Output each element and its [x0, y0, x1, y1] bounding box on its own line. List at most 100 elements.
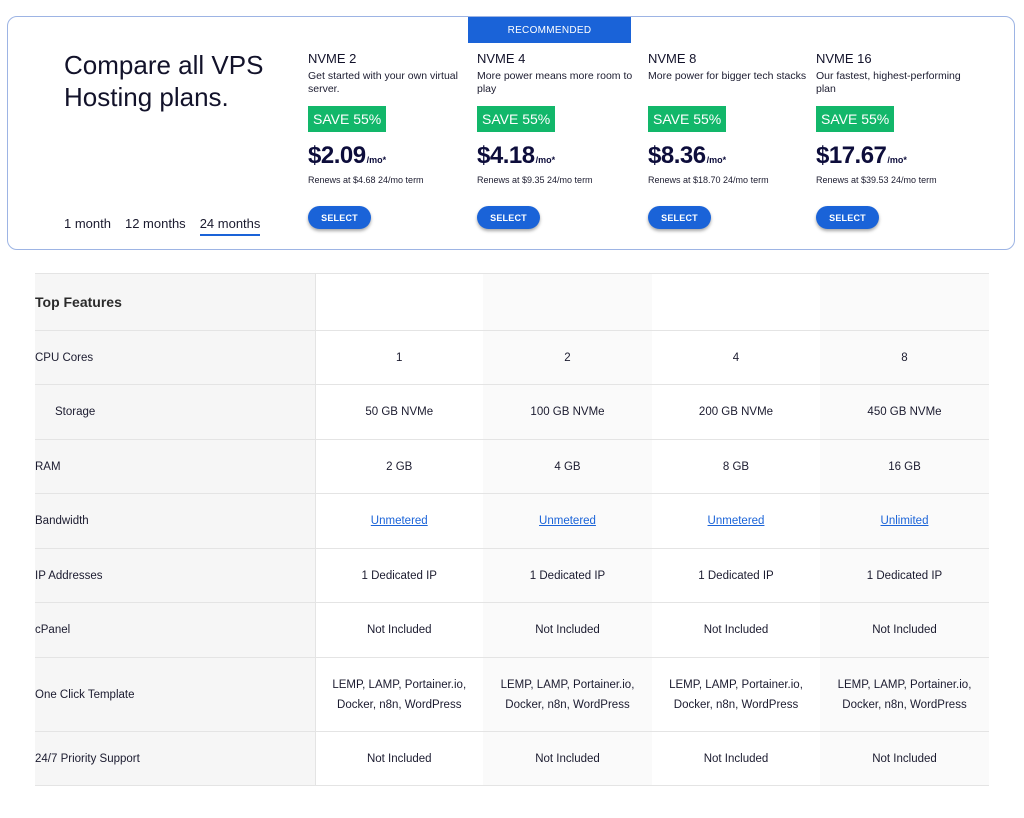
- plan-description: Get started with your own virtual server…: [308, 70, 458, 95]
- table-cell: Not Included: [652, 731, 820, 786]
- table-cell: 1: [314, 330, 483, 385]
- page-title: Compare all VPS Hosting plans.: [64, 50, 264, 112]
- plan-name: NVME 2: [308, 51, 357, 66]
- plan-name: NVME 4: [477, 51, 526, 66]
- table-cell: LEMP, LAMP, Portainer.io, Docker, n8n, W…: [483, 657, 652, 732]
- bandwidth-link[interactable]: Unmetered: [707, 515, 765, 527]
- row-label: IP Addresses: [35, 548, 315, 603]
- table-cell: 1 Dedicated IP: [820, 548, 989, 603]
- table-row: RAM 2 GB 4 GB 8 GB 16 GB: [35, 439, 989, 494]
- table-cell: 1 Dedicated IP: [314, 548, 483, 603]
- table-row: One Click Template LEMP, LAMP, Portainer…: [35, 657, 989, 732]
- table-row: cPanel Not Included Not Included Not Inc…: [35, 602, 989, 658]
- table-row: Storage 50 GB NVMe 100 GB NVMe 200 GB NV…: [35, 384, 989, 440]
- price-suffix: /mo*: [535, 155, 556, 165]
- table-cell: 4 GB: [483, 439, 652, 494]
- renewal-note: Renews at $39.53 24/mo term: [816, 175, 937, 185]
- table-cell: [820, 273, 989, 331]
- term-tabs: 1 month 12 months 24 months: [64, 216, 261, 236]
- tab-12-months[interactable]: 12 months: [124, 216, 186, 231]
- price: $17.67: [816, 142, 887, 169]
- table-cell: [314, 273, 483, 331]
- row-label: RAM: [35, 439, 315, 494]
- plan-nvme-4: NVME 4 More power means more room to pla…: [477, 51, 642, 229]
- save-badge: SAVE 55%: [816, 106, 895, 132]
- tab-24-months[interactable]: 24 months: [199, 216, 261, 236]
- table-cell: [652, 273, 820, 331]
- bandwidth-link[interactable]: Unmetered: [539, 515, 596, 527]
- features-heading: Top Features: [35, 294, 122, 310]
- table-cell: 2 GB: [314, 439, 483, 494]
- table-cell: Unmetered: [652, 493, 820, 549]
- renewal-note: Renews at $4.68 24/mo term: [308, 175, 424, 185]
- plan-description: Our fastest, highest-performing plan: [816, 70, 961, 95]
- row-label: Storage: [35, 384, 315, 440]
- plan-name: NVME 16: [816, 51, 872, 66]
- row-label: 24/7 Priority Support: [35, 731, 315, 786]
- table-cell: Not Included: [314, 602, 483, 658]
- row-label: CPU Cores: [35, 330, 315, 385]
- price-suffix: /mo*: [887, 155, 907, 165]
- table-cell: 1 Dedicated IP: [652, 548, 820, 603]
- table-cell: Not Included: [483, 602, 652, 658]
- select-button[interactable]: SELECT: [477, 206, 540, 229]
- table-cell: 8: [820, 330, 989, 385]
- table-cell: 16 GB: [820, 439, 989, 494]
- table-cell: 4: [652, 330, 820, 385]
- bandwidth-link[interactable]: Unmetered: [370, 515, 428, 527]
- row-label: Bandwidth: [35, 493, 315, 549]
- table-cell: 2: [483, 330, 652, 385]
- row-label: cPanel: [35, 602, 315, 658]
- table-cell: 100 GB NVMe: [483, 384, 652, 440]
- table-cell: Not Included: [483, 731, 652, 786]
- table-cell: Unlimited: [820, 493, 989, 549]
- table-cell: LEMP, LAMP, Portainer.io, Docker, n8n, W…: [652, 657, 820, 732]
- table-cell: Not Included: [820, 602, 989, 658]
- renewal-note: Renews at $18.70 24/mo term: [648, 175, 769, 185]
- price-row: $8.36 /mo*: [648, 142, 813, 170]
- table-cell: Unmetered: [483, 493, 652, 549]
- price: $4.18: [477, 142, 535, 169]
- table-cell: 8 GB: [652, 439, 820, 494]
- table-cell: LEMP, LAMP, Portainer.io, Docker, n8n, W…: [820, 657, 989, 732]
- plan-name: NVME 8: [648, 51, 697, 66]
- plan-description: More power means more room to play: [477, 70, 633, 95]
- renewal-note: Renews at $9.35 24/mo term: [477, 175, 593, 185]
- save-badge: SAVE 55%: [477, 106, 556, 132]
- select-button[interactable]: SELECT: [308, 206, 371, 229]
- table-cell: 1 Dedicated IP: [483, 548, 652, 603]
- features-heading-cell: Top Features: [35, 273, 315, 331]
- price-suffix: /mo*: [706, 155, 727, 165]
- price-row: $4.18 /mo*: [477, 142, 642, 170]
- plan-nvme-2: NVME 2 Get started with your own virtual…: [308, 51, 473, 229]
- plan-nvme-16: NVME 16 Our fastest, highest-performing …: [816, 51, 981, 229]
- table-cell: [483, 273, 652, 331]
- save-badge: SAVE 55%: [648, 106, 727, 132]
- recommended-banner: RECOMMENDED: [468, 17, 631, 43]
- features-table: Top Features CPU Cores 1 2 4 8 Storage 5…: [35, 273, 989, 786]
- price: $2.09: [308, 142, 366, 169]
- table-cell: Not Included: [314, 731, 483, 786]
- table-row: 24/7 Priority Support Not Included Not I…: [35, 731, 989, 786]
- table-cell: LEMP, LAMP, Portainer.io, Docker, n8n, W…: [314, 657, 483, 732]
- table-cell: Unmetered: [314, 493, 483, 549]
- price-row: $2.09 /mo*: [308, 142, 473, 170]
- select-button[interactable]: SELECT: [816, 206, 879, 229]
- table-row: Top Features: [35, 273, 989, 331]
- plan-nvme-8: NVME 8 More power for bigger tech stacks…: [648, 51, 813, 229]
- table-cell: 450 GB NVMe: [820, 384, 989, 440]
- table-cell: 200 GB NVMe: [652, 384, 820, 440]
- bandwidth-link[interactable]: Unlimited: [880, 515, 929, 527]
- row-label: One Click Template: [35, 657, 315, 732]
- table-row: Bandwidth Unmetered Unmetered Unmetered …: [35, 493, 989, 549]
- table-row: IP Addresses 1 Dedicated IP 1 Dedicated …: [35, 548, 989, 603]
- table-cell: Not Included: [652, 602, 820, 658]
- price-suffix: /mo*: [366, 155, 387, 165]
- table-cell: 50 GB NVMe: [314, 384, 483, 440]
- table-row: CPU Cores 1 2 4 8: [35, 330, 989, 385]
- select-button[interactable]: SELECT: [648, 206, 711, 229]
- plan-description: More power for bigger tech stacks: [648, 70, 807, 82]
- table-cell: Not Included: [820, 731, 989, 786]
- tab-1-month[interactable]: 1 month: [64, 216, 111, 231]
- price: $8.36: [648, 142, 706, 169]
